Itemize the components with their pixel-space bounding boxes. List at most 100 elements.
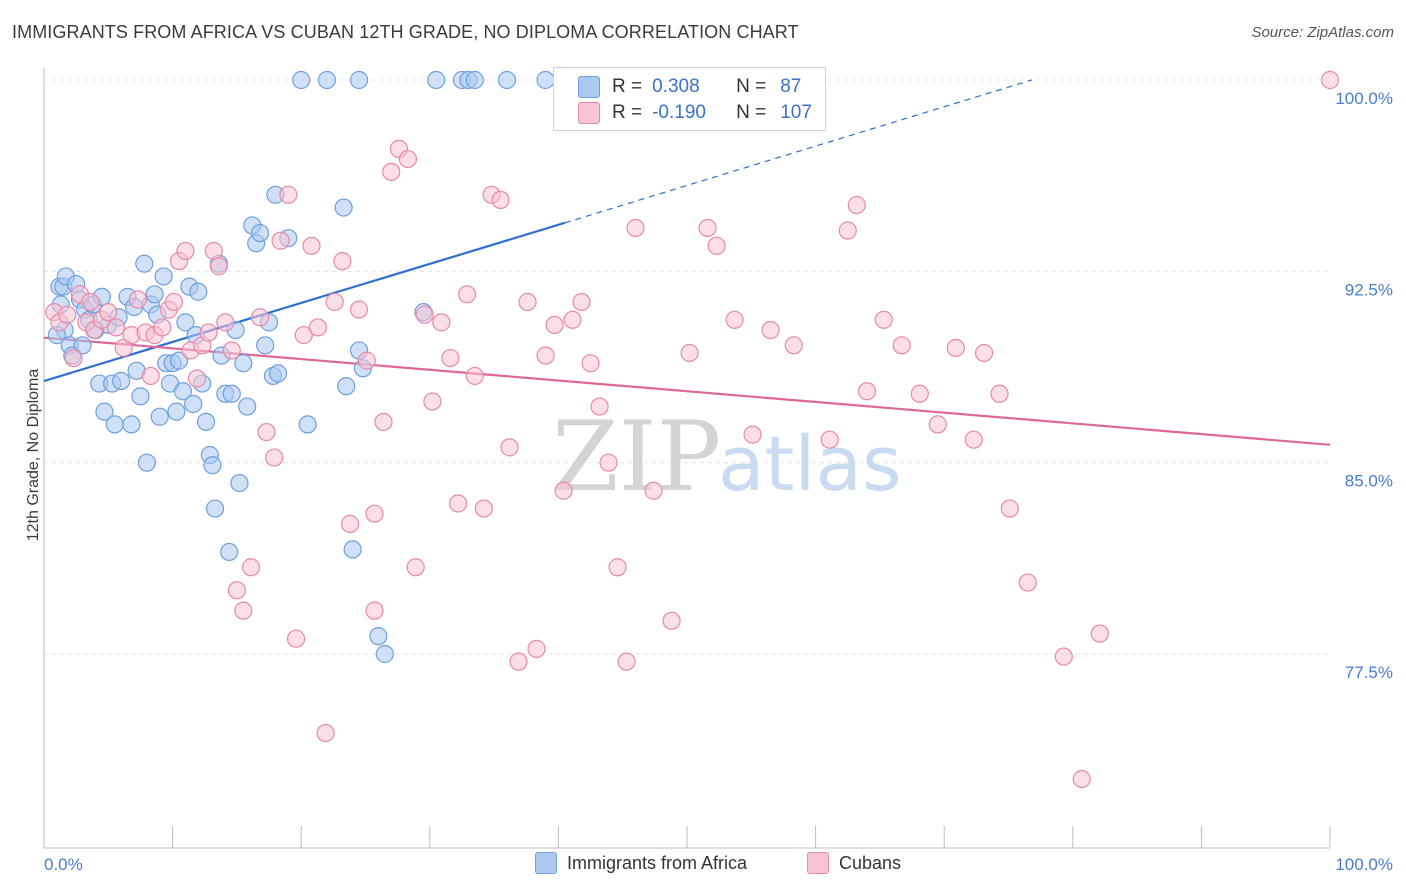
legend-n-value-africa: 87	[780, 76, 802, 97]
point-africa	[145, 285, 164, 304]
point-cubans	[128, 290, 147, 309]
legend-r-label: R =	[612, 102, 643, 123]
point-africa	[349, 70, 369, 90]
point-africa	[375, 644, 394, 664]
tick-labels: 77.5% 85.0% 92.5% 100.0% 0.0% 100.0%	[44, 89, 1393, 874]
point-cubans	[340, 514, 360, 533]
source-label: Source: ZipAtlas.com	[1251, 24, 1394, 41]
legend-swatch-africa	[535, 852, 557, 874]
point-africa	[343, 540, 362, 559]
point-africa	[135, 254, 154, 273]
y-tick-label: 100.0%	[1335, 89, 1393, 108]
point-cubans	[545, 315, 564, 335]
point-cubans	[227, 581, 246, 600]
point-cubans	[1054, 647, 1073, 666]
point-cubans	[599, 453, 618, 472]
watermark-zip: ZIP	[552, 401, 721, 513]
point-cubans	[725, 310, 744, 329]
legend-swatch-cubans	[578, 102, 600, 124]
correlation-legend: R = 0.308 N = 87 R = -0.190 N = 107	[553, 67, 826, 131]
legend-n-value-cubans: 107	[780, 102, 812, 123]
point-cubans	[286, 629, 306, 648]
trend-line-cubans	[43, 336, 1331, 446]
point-cubans	[527, 639, 546, 658]
point-cubans	[500, 438, 519, 457]
point-cubans	[491, 190, 510, 210]
point-cubans	[707, 236, 726, 255]
point-cubans	[58, 305, 77, 324]
point-cubans	[349, 300, 369, 319]
point-africa	[122, 415, 141, 434]
point-cubans	[626, 218, 645, 238]
legend-r-value-cubans: -0.190	[652, 102, 706, 123]
point-cubans	[432, 313, 451, 332]
point-cubans	[294, 326, 313, 345]
point-cubans	[316, 723, 335, 743]
point-cubans	[518, 292, 537, 312]
point-cubans	[234, 601, 253, 620]
point-cubans	[698, 218, 717, 238]
point-cubans	[176, 241, 195, 261]
point-cubans	[743, 425, 762, 444]
point-africa	[184, 394, 203, 414]
point-cubans	[271, 231, 290, 250]
point-africa	[220, 542, 239, 562]
point-cubans	[838, 221, 857, 240]
point-cubans	[465, 366, 484, 386]
point-africa	[536, 70, 555, 90]
point-africa	[176, 313, 195, 332]
legend-r-value-africa: 0.308	[652, 76, 700, 97]
point-cubans	[308, 318, 328, 337]
point-africa	[137, 453, 156, 472]
legend-item-africa[interactable]: Immigrants from Africa	[535, 852, 747, 874]
point-cubans	[423, 392, 442, 411]
point-africa	[173, 382, 192, 401]
point-cubans	[946, 338, 965, 357]
point-africa	[150, 407, 169, 426]
legend-swatch-africa	[578, 76, 600, 98]
point-africa	[203, 456, 222, 475]
point-cubans	[441, 348, 460, 368]
point-cubans	[644, 481, 663, 500]
point-cubans	[590, 397, 609, 416]
point-africa	[465, 70, 484, 90]
legend-item-cubans[interactable]: Cubans	[807, 852, 901, 874]
point-cubans	[680, 343, 699, 363]
point-africa	[169, 351, 189, 370]
x-tick-label: 0.0%	[44, 855, 83, 874]
point-cubans	[99, 303, 118, 322]
point-cubans	[365, 601, 384, 620]
point-cubans	[1320, 70, 1340, 90]
point-cubans	[222, 341, 241, 360]
point-cubans	[448, 494, 468, 513]
chart-title: IMMIGRANTS FROM AFRICA VS CUBAN 12TH GRA…	[12, 22, 799, 42]
point-africa	[337, 377, 356, 396]
point-cubans	[857, 382, 877, 401]
point-cubans	[216, 313, 235, 332]
point-cubans	[153, 318, 172, 337]
point-cubans	[928, 415, 947, 434]
legend-label-africa: Immigrants from Africa	[567, 852, 748, 873]
point-cubans	[365, 504, 384, 523]
y-axis-label: 12th Grade, No Diploma	[25, 369, 42, 542]
point-cubans	[187, 369, 207, 388]
point-cubans	[892, 336, 911, 355]
point-cubans	[333, 252, 352, 271]
point-cubans	[257, 422, 276, 442]
point-africa	[427, 70, 446, 90]
point-cubans	[457, 285, 477, 304]
point-cubans	[382, 162, 401, 181]
legend-r-label: R =	[612, 76, 643, 97]
point-cubans	[81, 292, 100, 312]
point-africa	[238, 397, 257, 416]
point-cubans	[847, 195, 866, 215]
data-points	[45, 70, 1340, 789]
point-cubans	[581, 354, 600, 373]
point-cubans	[241, 558, 261, 577]
point-cubans	[990, 384, 1009, 403]
point-africa	[105, 415, 124, 434]
point-africa	[292, 70, 311, 90]
point-cubans	[398, 149, 418, 169]
point-cubans	[974, 343, 994, 363]
point-africa	[497, 70, 517, 90]
